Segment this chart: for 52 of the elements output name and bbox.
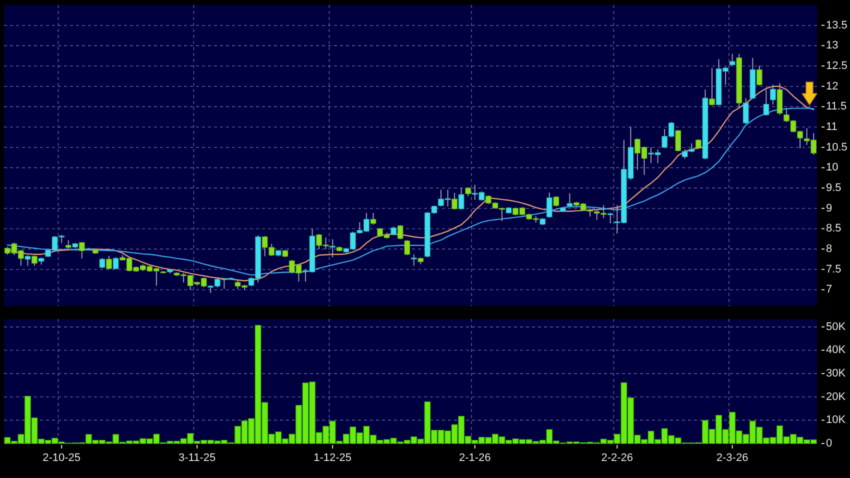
y-tick-label: 13 [826, 40, 838, 52]
y-tick-label: 20K [826, 390, 846, 403]
y-tick-label: 11 [826, 121, 838, 134]
candlestick [32, 255, 38, 266]
candlestick [763, 89, 770, 116]
candlestick [607, 212, 614, 224]
x-tick-label: 3-11-25 [178, 452, 216, 464]
y-tick-label: 30K [826, 368, 846, 380]
candlestick [79, 242, 85, 259]
y-tick-label: 9 [826, 202, 832, 214]
y-tick-label: 8 [826, 243, 832, 256]
candlestick [24, 254, 31, 266]
y-tick-label: 7.5 [826, 263, 842, 276]
candlestick [397, 224, 404, 240]
candlestick [553, 196, 560, 207]
y-tick-label: 11.5 [826, 100, 847, 113]
candlestick [709, 68, 715, 106]
y-tick-label: 0 [826, 438, 832, 450]
y-tick-label: 13.5 [826, 19, 848, 32]
candlestick [99, 258, 106, 269]
candlestick [452, 192, 458, 210]
y-tick-label: 10.5 [826, 141, 848, 154]
candlestick [404, 240, 410, 256]
y-tick-label: 10K [826, 414, 846, 426]
y-tick-label: 50K [826, 320, 846, 333]
y-tick-label: 10 [826, 162, 838, 174]
candlestick [546, 192, 552, 218]
candlestick [370, 212, 376, 226]
candlestick [742, 98, 749, 124]
x-tick-label: 2-1-26 [458, 452, 491, 464]
candlestick [566, 192, 573, 208]
candlestick [458, 188, 464, 210]
y-tick-label: 40K [826, 344, 846, 356]
candlestick [696, 138, 702, 150]
candlestick [770, 84, 776, 106]
candlestick [411, 254, 417, 266]
candlestick [776, 82, 783, 116]
candlestick [112, 256, 119, 270]
y-tick-label: 7 [826, 284, 832, 296]
y-tick-label: 9.5 [826, 182, 842, 194]
candlestick [106, 255, 112, 270]
x-tick-label: 2-10-25 [42, 452, 81, 464]
candlestick [729, 53, 736, 66]
x-tick-label: 1-12-25 [314, 452, 352, 464]
candlestick [756, 65, 762, 86]
x-tick-label: 2-2-26 [601, 452, 634, 464]
candlestick [675, 129, 681, 152]
y-tick-label: 12.5 [826, 60, 848, 72]
candlestick [330, 238, 336, 258]
y-tick-label: 12 [826, 80, 838, 92]
x-tick-label: 2-3-26 [716, 452, 748, 464]
y-tick-label: 8.5 [826, 222, 842, 235]
